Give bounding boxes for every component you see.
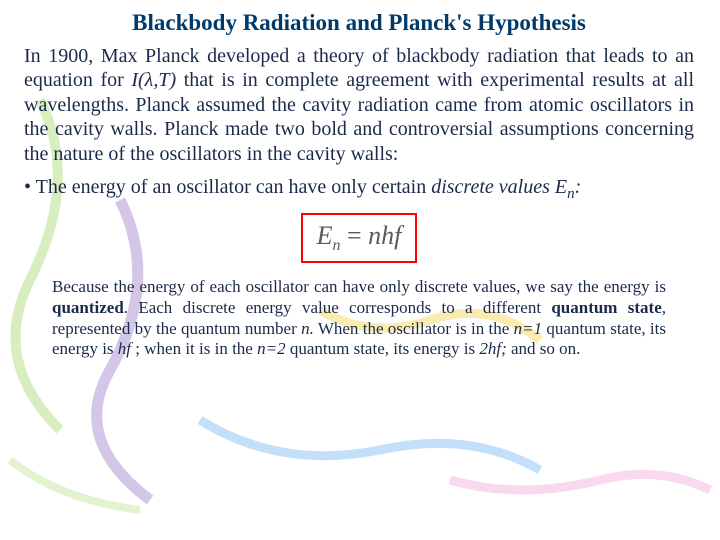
p2-d: When the oscillator is in the (314, 319, 514, 338)
bullet-italic: discrete values En: (431, 176, 581, 198)
bullet-text-a: • The energy of an oscillator can have o… (24, 176, 431, 198)
eq-equals: = (340, 221, 368, 250)
p2-n: n. (301, 319, 314, 338)
p2-quantum-state: quantum state (551, 298, 661, 317)
para1-formula: I(λ,T) (131, 69, 176, 91)
p2-quantized: quantized (52, 298, 124, 317)
explanation-paragraph: Because the energy of each oscillator ca… (52, 277, 666, 360)
equation-wrap: En = nhf (24, 213, 694, 263)
p2-g: quantum state, its energy is (286, 339, 480, 358)
eq-nhf: nhf (368, 221, 401, 250)
p2-f: ; when it is in the (135, 339, 257, 358)
page-title: Blackbody Radiation and Planck's Hypothe… (24, 10, 694, 36)
bullet-point: • The energy of an oscillator can have o… (24, 176, 694, 203)
bullet-sub: n (567, 186, 575, 202)
equation-box: En = nhf (301, 213, 418, 263)
intro-paragraph: In 1900, Max Planck developed a theory o… (24, 44, 694, 166)
p2-n2: n=2 (257, 339, 285, 358)
eq-E: E (317, 221, 333, 250)
p2-a: Because the energy of each oscillator ca… (52, 277, 666, 296)
p2-b: . Each discrete energy value corresponds… (124, 298, 552, 317)
p2-2hf: 2hf; (479, 339, 506, 358)
p2-n1: n=1 (514, 319, 542, 338)
bullet-c: : (575, 176, 582, 198)
bullet-b: discrete values E (431, 176, 567, 198)
p2-h: and so on. (507, 339, 581, 358)
p2-hf: hf (118, 339, 135, 358)
